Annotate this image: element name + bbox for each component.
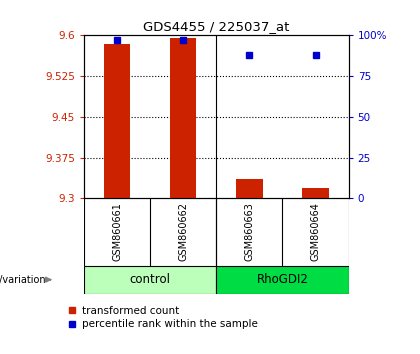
Text: RhoGDI2: RhoGDI2: [257, 273, 308, 286]
Text: GSM860663: GSM860663: [244, 202, 255, 261]
Text: control: control: [130, 273, 171, 286]
Bar: [84, 266, 216, 294]
Bar: [302, 188, 329, 198]
Legend: transformed count, percentile rank within the sample: transformed count, percentile rank withi…: [68, 306, 257, 329]
Text: genotype/variation: genotype/variation: [0, 275, 46, 285]
Bar: [236, 179, 262, 198]
Bar: [216, 266, 349, 294]
Text: GSM860661: GSM860661: [112, 202, 122, 261]
Text: GSM860662: GSM860662: [178, 202, 188, 261]
Text: GSM860664: GSM860664: [310, 202, 320, 261]
Title: GDS4455 / 225037_at: GDS4455 / 225037_at: [143, 20, 289, 33]
Bar: [170, 38, 197, 198]
Bar: [104, 44, 130, 198]
